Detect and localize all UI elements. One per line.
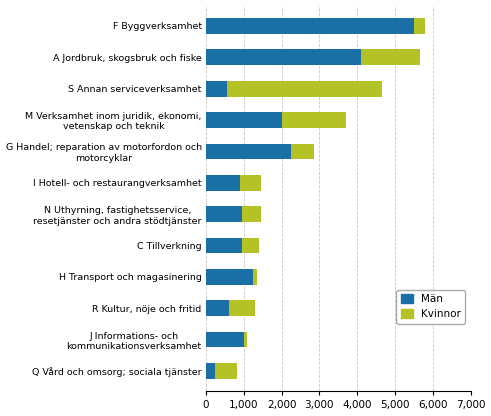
Bar (206, 269, 253, 285)
Bar (281, 112, 346, 128)
Bar (206, 144, 291, 159)
Legend: Män, Kvinnor: Män, Kvinnor (396, 290, 465, 324)
Bar (227, 81, 382, 97)
Bar (291, 144, 314, 159)
Bar (242, 238, 259, 253)
Bar (206, 50, 361, 65)
Bar (253, 269, 257, 285)
Bar (242, 206, 261, 222)
Bar (414, 18, 425, 34)
Bar (206, 18, 414, 34)
Bar (206, 363, 215, 379)
Bar (206, 81, 227, 97)
Bar (206, 175, 240, 191)
Bar (361, 50, 420, 65)
Bar (206, 206, 242, 222)
Bar (215, 363, 237, 379)
Bar (206, 238, 242, 253)
Bar (228, 300, 255, 316)
Bar (244, 332, 247, 347)
Bar (206, 112, 281, 128)
Bar (206, 300, 228, 316)
Bar (206, 332, 244, 347)
Bar (240, 175, 261, 191)
